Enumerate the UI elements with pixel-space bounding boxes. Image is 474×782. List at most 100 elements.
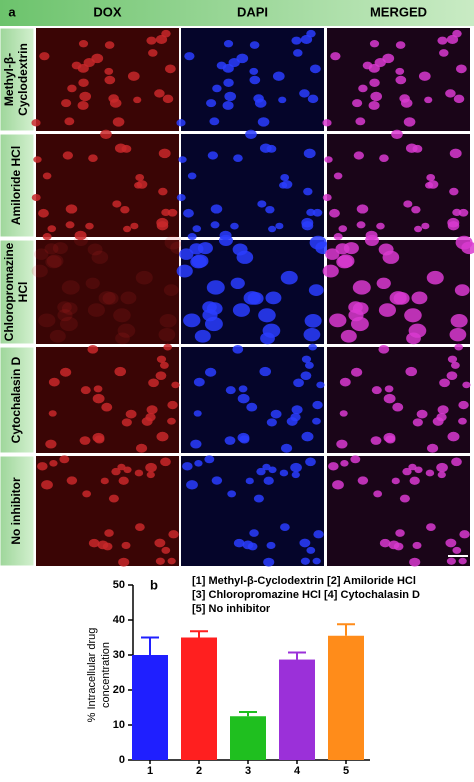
cell: [233, 538, 245, 548]
cell: [117, 323, 136, 338]
cell: [46, 254, 64, 268]
cell: [356, 221, 366, 229]
cell: [414, 466, 423, 474]
cell: [62, 151, 73, 160]
cell: [437, 471, 446, 479]
cell: [451, 457, 462, 467]
cell: [47, 225, 57, 233]
cell: [254, 98, 267, 108]
cell: [112, 200, 122, 208]
micrograph-bg: [36, 134, 179, 237]
cell: [61, 99, 72, 108]
cell: [39, 52, 50, 61]
cell: [257, 117, 270, 127]
row-label: Methyl-β-: [2, 53, 16, 106]
cell: [66, 476, 78, 485]
cell: [79, 436, 91, 445]
cell: [307, 94, 319, 104]
cell: [421, 222, 430, 230]
cell: [368, 101, 380, 110]
micrograph: [31, 28, 179, 131]
cell: [340, 329, 357, 343]
cell: [52, 242, 68, 255]
cell: [176, 264, 193, 278]
cell: [38, 313, 56, 328]
cell: [246, 402, 258, 412]
cell: [439, 49, 449, 57]
cell: [437, 36, 448, 45]
bar: [230, 716, 266, 760]
cell: [155, 557, 165, 565]
cell: [74, 230, 87, 241]
cell: [266, 418, 277, 427]
cell: [268, 466, 277, 474]
cell: [384, 385, 394, 393]
y-tick-label: 40: [113, 614, 125, 626]
cell: [378, 303, 396, 317]
cell: [168, 530, 179, 539]
cell: [256, 467, 266, 476]
cell: [65, 204, 78, 214]
cell: [458, 400, 469, 410]
cell: [167, 208, 178, 217]
cell: [192, 225, 202, 233]
cell: [167, 557, 176, 565]
cell: [249, 67, 259, 75]
cell: [125, 409, 137, 419]
cell: [186, 480, 198, 490]
cell: [426, 443, 439, 453]
micrograph-bg: [327, 347, 470, 453]
cell: [445, 89, 456, 98]
cell: [291, 405, 303, 415]
cell: [114, 366, 127, 377]
cell: [312, 400, 323, 410]
cell: [393, 291, 410, 305]
cell: [333, 172, 343, 180]
cell: [162, 94, 174, 104]
cell: [204, 316, 223, 332]
cell: [230, 277, 245, 290]
cell: [268, 225, 277, 233]
cell: [459, 530, 470, 539]
cell: [462, 381, 471, 389]
cell: [155, 34, 168, 44]
cell: [313, 530, 324, 539]
cell: [210, 204, 223, 214]
cell: [134, 182, 143, 189]
cell: [118, 557, 130, 567]
cell: [376, 222, 385, 230]
cell: [57, 301, 72, 313]
cell: [85, 222, 94, 230]
cell: [183, 313, 201, 328]
cell: [183, 208, 194, 218]
cell: [329, 208, 340, 218]
cell: [227, 490, 237, 498]
cell: [160, 457, 171, 467]
cell: [446, 557, 456, 565]
cell: [391, 477, 400, 485]
cell: [355, 117, 366, 126]
cell: [260, 332, 275, 345]
cell: [87, 344, 99, 354]
cell: [79, 91, 92, 102]
cell: [225, 386, 236, 395]
cell: [339, 377, 351, 387]
cell: [82, 490, 92, 498]
cell: [222, 63, 234, 73]
cell: [263, 476, 274, 485]
cell: [454, 343, 463, 351]
cell: [352, 302, 369, 315]
cell: [405, 143, 418, 153]
cell: [437, 405, 449, 415]
cell: [293, 49, 303, 57]
cell: [425, 182, 434, 189]
cell: [447, 217, 460, 228]
cell: [123, 225, 132, 233]
cell: [206, 302, 223, 315]
cell: [357, 476, 369, 485]
cell: [411, 291, 428, 305]
micrograph: [31, 234, 186, 345]
cell: [249, 41, 260, 49]
cell: [383, 393, 396, 404]
cell: [31, 119, 41, 127]
